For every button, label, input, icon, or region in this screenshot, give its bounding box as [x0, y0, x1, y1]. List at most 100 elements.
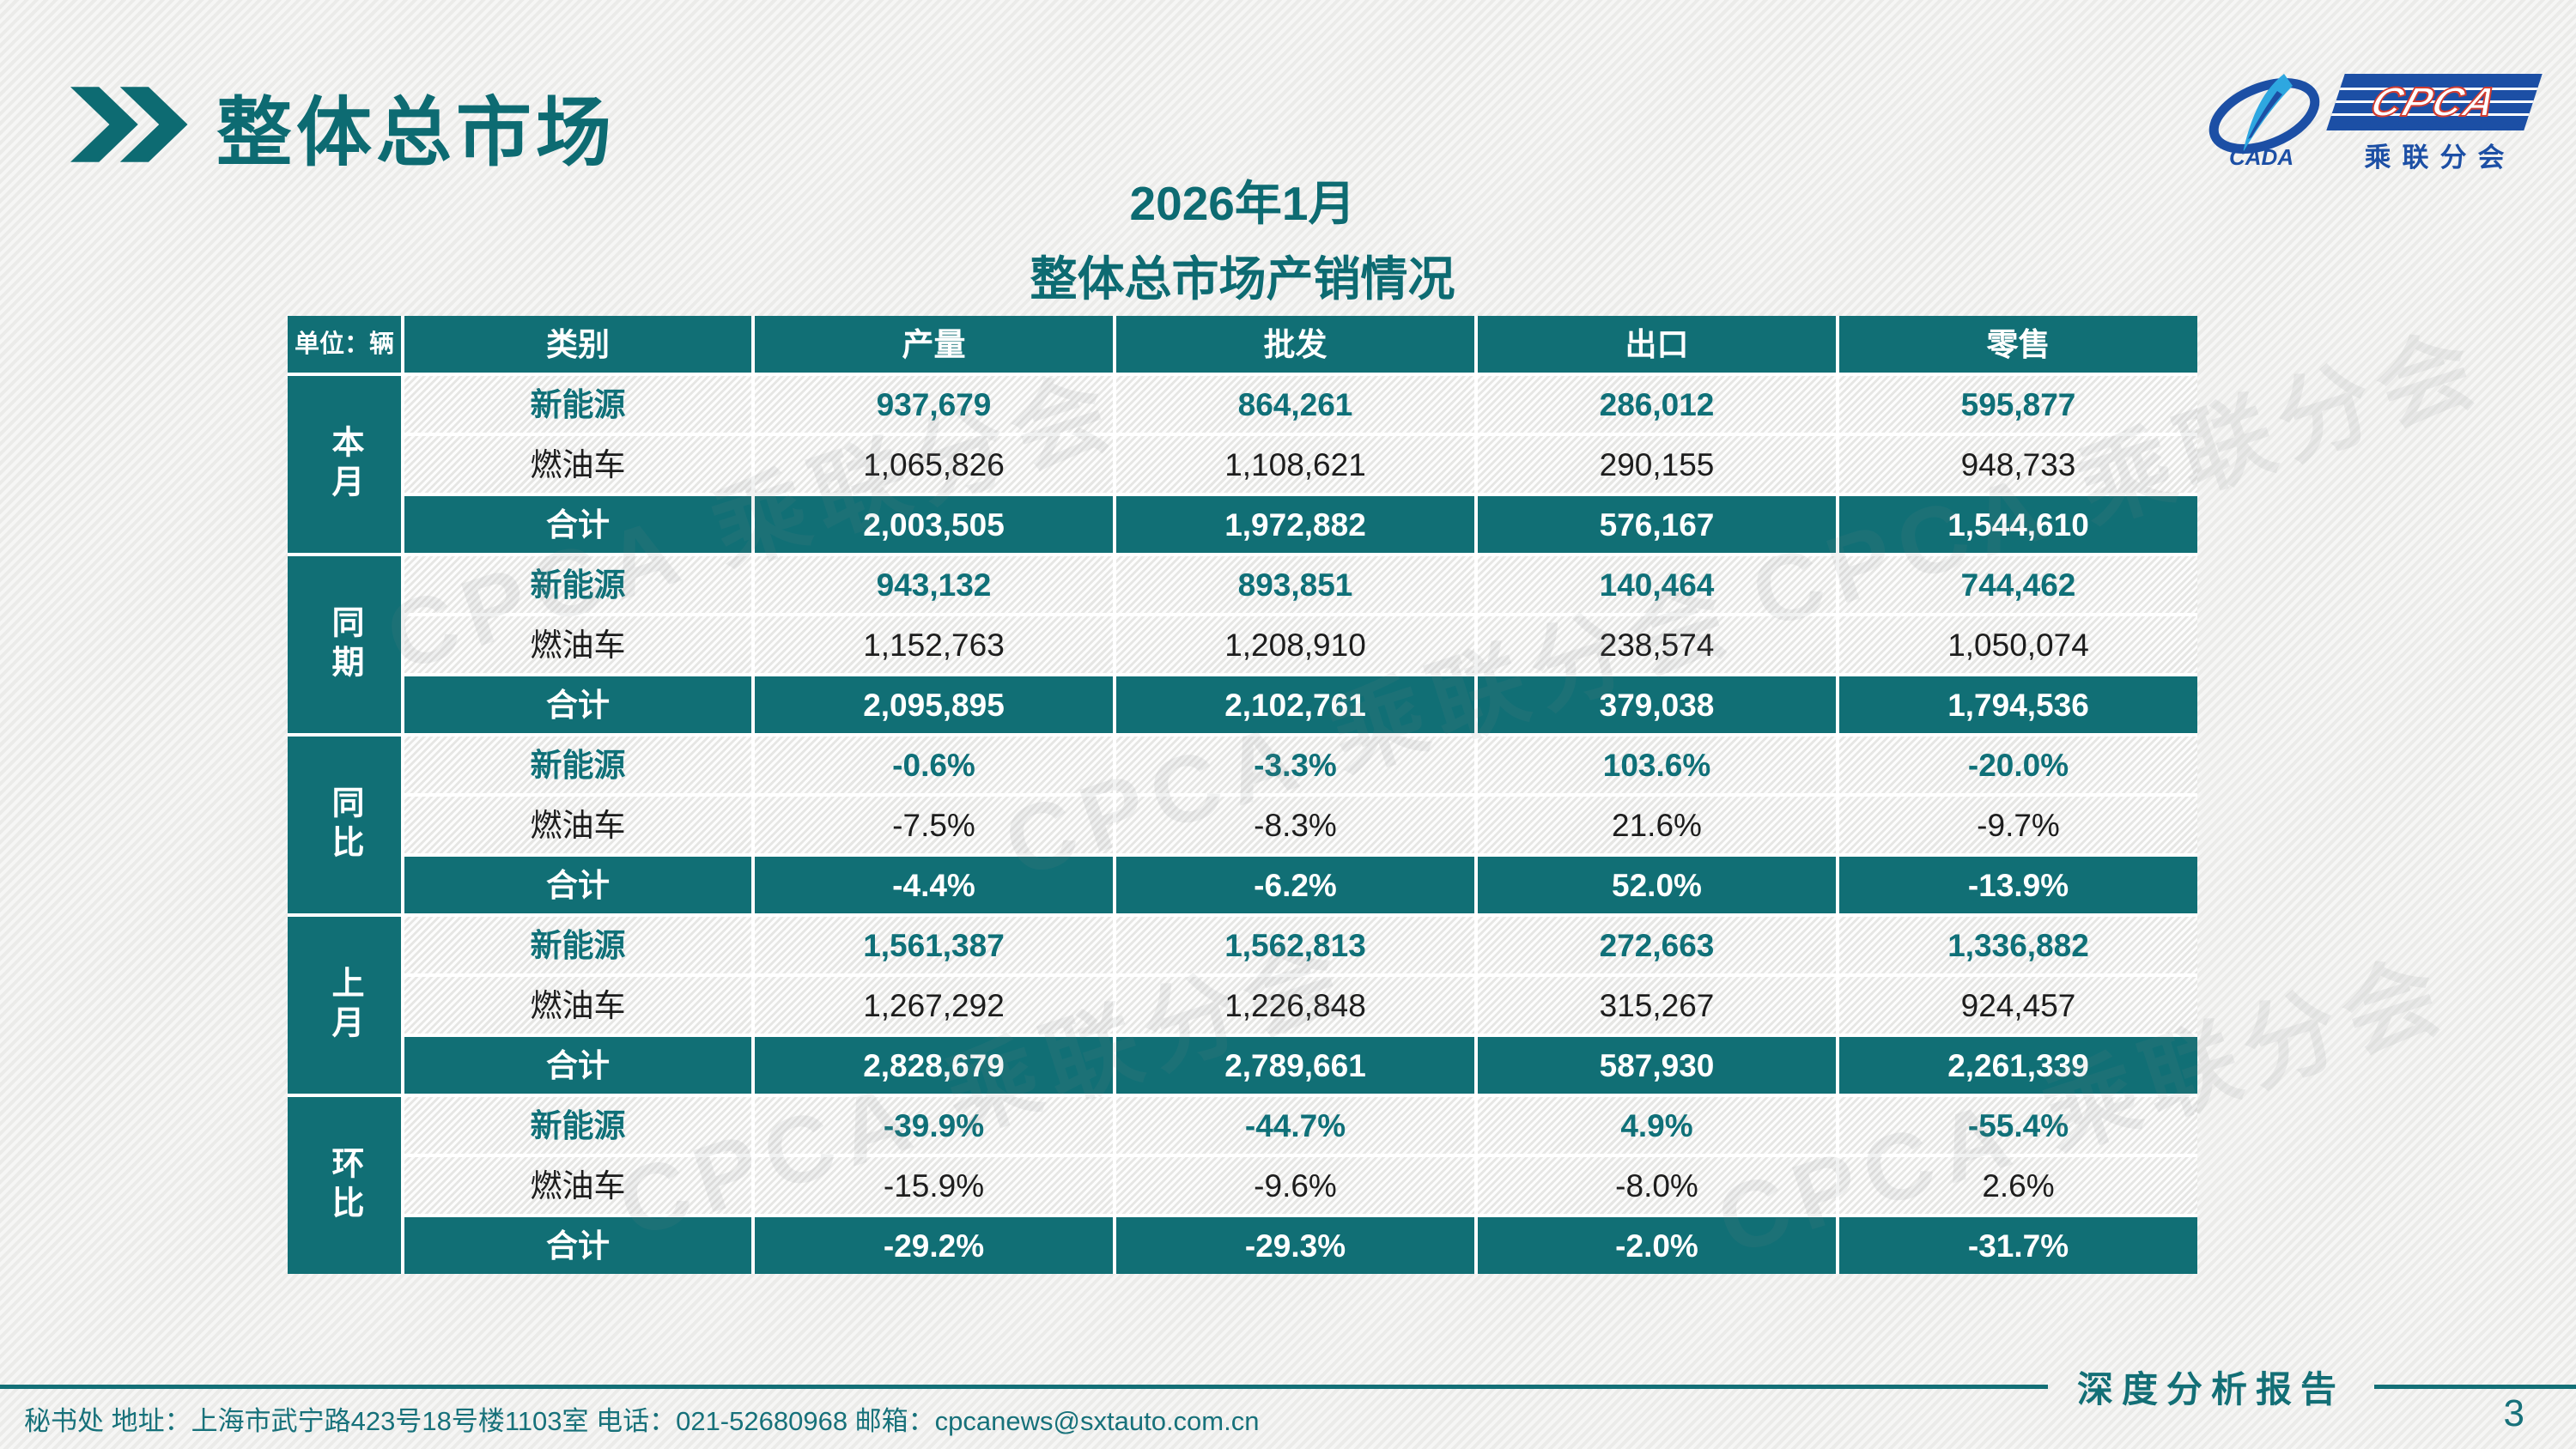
value-cell: -9.7%	[1839, 797, 2197, 853]
value-cell: 1,562,813	[1116, 917, 1474, 973]
value-cell: 52.0%	[1478, 857, 1836, 913]
value-cell: -4.4%	[755, 857, 1113, 913]
value-cell: 103.6%	[1478, 737, 1836, 793]
footer-line-left	[0, 1385, 2048, 1389]
value-cell: -44.7%	[1116, 1097, 1474, 1154]
value-cell: 943,132	[755, 556, 1113, 613]
value-cell: 2,789,661	[1116, 1037, 1474, 1094]
value-cell: 744,462	[1839, 556, 2197, 613]
value-cell: 1,050,074	[1839, 616, 2197, 673]
table-title-line2: 整体总市场产销情况	[1030, 252, 1455, 306]
value-cell: 1,108,621	[1116, 436, 1474, 493]
value-cell: 286,012	[1478, 376, 1836, 433]
value-cell: -2.0%	[1478, 1217, 1836, 1274]
category-cell: 新能源	[404, 376, 751, 433]
value-cell: -13.9%	[1839, 857, 2197, 913]
value-cell: 2,261,339	[1839, 1037, 2197, 1094]
value-cell: 379,038	[1478, 676, 1836, 733]
footer-rule: 深度分析报告	[0, 1361, 2576, 1413]
value-cell: -15.9%	[755, 1157, 1113, 1214]
value-cell: 272,663	[1478, 917, 1836, 973]
value-cell: 595,877	[1839, 376, 2197, 433]
value-cell: -3.3%	[1116, 737, 1474, 793]
value-cell: -6.2%	[1116, 857, 1474, 913]
value-cell: 315,267	[1478, 977, 1836, 1034]
value-cell: 864,261	[1116, 376, 1474, 433]
double-chevron-icon	[70, 78, 191, 175]
value-cell: -55.4%	[1839, 1097, 2197, 1154]
value-cell: 2,102,761	[1116, 676, 1474, 733]
footer-report-label: 深度分析报告	[2076, 1371, 2345, 1410]
column-header: 类别	[404, 316, 751, 373]
category-cell: 新能源	[404, 737, 751, 793]
column-header: 产量	[755, 316, 1113, 373]
value-cell: -31.7%	[1839, 1217, 2197, 1274]
category-cell: 燃油车	[404, 616, 751, 673]
value-cell: -0.6%	[755, 737, 1113, 793]
value-cell: 1,152,763	[755, 616, 1113, 673]
value-cell: 21.6%	[1478, 797, 1836, 853]
category-cell: 合计	[404, 676, 751, 733]
footer-contact-info: 秘书处 地址：上海市武宁路423号18号楼1103室 电话：021-526809…	[24, 1406, 1260, 1436]
group-label: 环比	[288, 1097, 401, 1274]
value-cell: 1,561,387	[755, 917, 1113, 973]
cpca-plate: CPCA	[2326, 74, 2543, 130]
value-cell: 587,930	[1478, 1037, 1836, 1094]
category-cell: 合计	[404, 857, 751, 913]
group-label: 同期	[288, 556, 401, 733]
category-cell: 新能源	[404, 917, 751, 973]
unit-label: 单位：辆	[288, 316, 401, 373]
value-cell: 2.6%	[1839, 1157, 2197, 1214]
value-cell: -7.5%	[755, 797, 1113, 853]
cpca-branch-text: 乘联分会	[2364, 142, 2516, 173]
value-cell: 2,828,679	[755, 1037, 1113, 1094]
category-cell: 合计	[404, 1217, 751, 1274]
value-cell: 140,464	[1478, 556, 1836, 613]
column-header: 批发	[1116, 316, 1474, 373]
value-cell: 2,095,895	[755, 676, 1113, 733]
category-cell: 燃油车	[404, 797, 751, 853]
header: 整体总市场	[70, 72, 616, 181]
value-cell: 1,972,882	[1116, 496, 1474, 553]
value-cell: -29.3%	[1116, 1217, 1474, 1274]
value-cell: -8.3%	[1116, 797, 1474, 853]
category-cell: 燃油车	[404, 977, 751, 1034]
value-cell: 238,574	[1478, 616, 1836, 673]
category-cell: 燃油车	[404, 436, 751, 493]
value-cell: 1,336,882	[1839, 917, 2197, 973]
value-cell: -9.6%	[1116, 1157, 1474, 1214]
footer-line-right	[2374, 1385, 2576, 1389]
market-table: 单位：辆 类别 产量 批发 出口 零售 本月 新能源 937,679 864,261 286,012…	[288, 316, 2197, 1274]
category-cell: 燃油车	[404, 1157, 751, 1214]
category-cell: 新能源	[404, 556, 751, 613]
value-cell: 4.9%	[1478, 1097, 1836, 1154]
value-cell: -29.2%	[755, 1217, 1113, 1274]
value-cell: 1,065,826	[755, 436, 1113, 493]
value-cell: 893,851	[1116, 556, 1474, 613]
column-header: 零售	[1839, 316, 2197, 373]
value-cell: 290,155	[1478, 436, 1836, 493]
value-cell: -20.0%	[1839, 737, 2197, 793]
page-title: 整体总市场	[216, 90, 617, 175]
category-cell: 合计	[404, 496, 751, 553]
value-cell: 1,544,610	[1839, 496, 2197, 553]
value-cell: -39.9%	[755, 1097, 1113, 1154]
value-cell: 1,226,848	[1116, 977, 1474, 1034]
group-label: 上月	[288, 917, 401, 1094]
value-cell: 1,267,292	[755, 977, 1113, 1034]
value-cell: 924,457	[1839, 977, 2197, 1034]
cada-mark-icon: CADA	[2200, 69, 2329, 174]
cada-text: CADA	[2229, 144, 2293, 170]
page-number: 3	[2503, 1392, 2524, 1434]
group-label: 本月	[288, 376, 401, 553]
cpca-logo: CADA CPCA 乘联分会	[2200, 69, 2543, 174]
table-title: 2026年1月 整体总市场产销情况	[288, 165, 2197, 309]
table-title-line1: 2026年1月	[1129, 177, 1356, 230]
value-cell: 576,167	[1478, 496, 1836, 553]
value-cell: 2,003,505	[755, 496, 1113, 553]
value-cell: 1,794,536	[1839, 676, 2197, 733]
value-cell: 948,733	[1839, 436, 2197, 493]
cpca-text: CPCA	[2364, 79, 2504, 126]
cpca-block: CPCA 乘联分会	[2326, 74, 2543, 174]
